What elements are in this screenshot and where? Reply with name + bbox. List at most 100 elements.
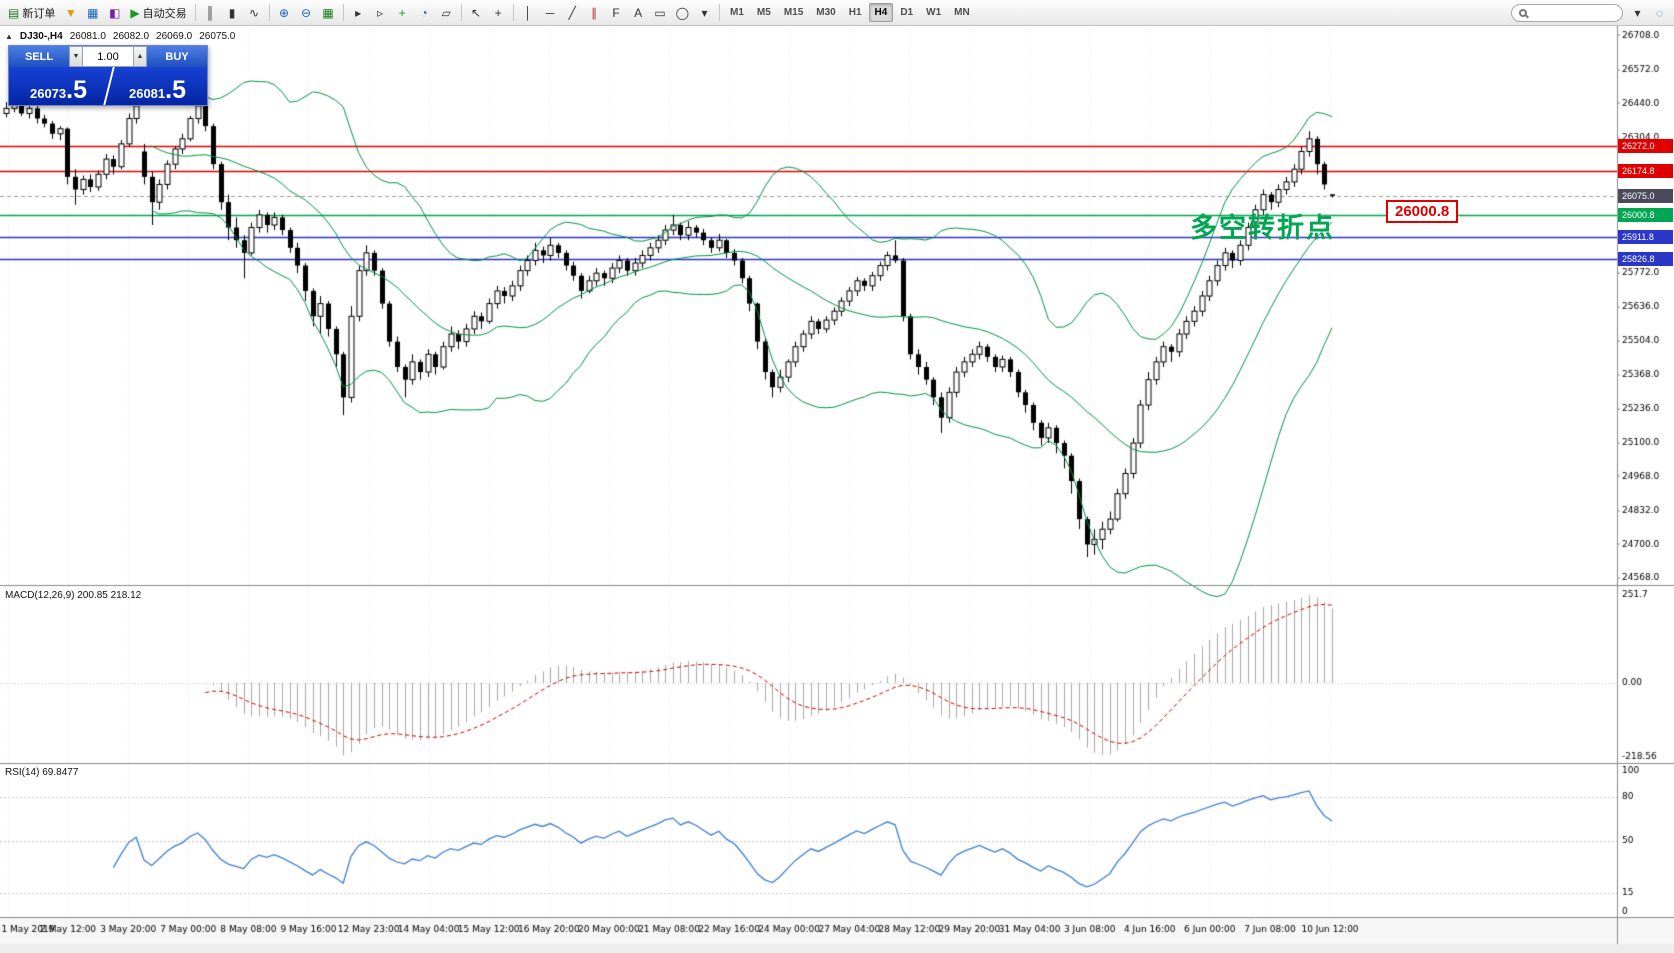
volume-input[interactable] [83,46,133,67]
support-upper-price-tag: 25911.8 [1618,230,1673,245]
zoom-out-button[interactable]: ⊖ [296,3,317,23]
buy-button[interactable]: BUY [147,46,207,67]
search-input[interactable] [1532,7,1615,18]
data-window-button[interactable]: ▼ [60,3,81,23]
toolbar-separator [719,4,721,21]
horizontal-line-button[interactable]: ─ [540,3,561,23]
channel-button[interactable]: ∥ [584,3,605,23]
arrows-dropdown-icon: ▾ [701,5,708,20]
ohlc-high: 26082.0 [112,31,150,42]
trendline-button[interactable]: ╱ [562,3,583,23]
macd-indicator-label: MACD(12,26,9) 200.85 218.12 [5,590,142,601]
templates-icon: ▱ [441,5,451,20]
price-chart-canvas[interactable] [0,26,1674,953]
market-watch-button[interactable]: ▦ [82,3,103,23]
symbol-info: ▲ DJ30-,H4 26081.0 26082.0 26069.0 26075… [5,31,235,42]
shapes-button[interactable]: ◯ [672,3,693,23]
timeframe-button-h1[interactable]: H1 [848,7,862,18]
auto-trading-icon: ▶ [130,5,140,20]
timeframe-button-h4[interactable]: H4 [868,3,894,22]
fibonacci-icon: F [612,5,620,20]
chart-shift-button[interactable]: ▹ [370,3,391,23]
timeframe-button-m1[interactable]: M1 [730,7,744,18]
toolbar-separator [268,4,270,21]
channel-icon: ∥ [591,5,598,20]
timeframe-button-w1[interactable]: W1 [926,7,942,18]
indicators-icon: + [398,5,406,20]
timeframe-button-m30[interactable]: M30 [816,7,836,18]
fibonacci-button[interactable]: F [606,3,627,23]
sell-price[interactable]: 26073.5 [9,67,108,105]
search-go-button[interactable]: ▾ [1627,3,1648,23]
crosshair-button[interactable]: + [488,3,509,23]
text-button[interactable]: A [628,3,649,23]
new-order-button[interactable]: ▤ 新订单 [4,3,59,23]
support-lower-price-tag: 25826.8 [1618,251,1673,266]
bar-chart-icon: ║ [205,5,215,20]
timeframe-button-m15[interactable]: M15 [783,7,804,18]
toolbar-separator [460,4,462,21]
zoom-out-icon: ⊖ [301,5,312,20]
line-chart-icon: ∿ [249,5,260,20]
text-icon: A [634,5,643,20]
text-label-button[interactable]: ▭ [650,3,671,23]
buy-price-big: .5 [165,76,186,104]
rsi-indicator-label: RSI(14) 69.8477 [5,767,79,778]
arrows-dropdown-button[interactable]: ▾ [694,3,715,23]
vertical-line-button[interactable]: │ [518,3,539,23]
main-toolbar: ▤ 新订单 ▼ ▦ ◧ ▶ 自动交易 ║ ▮ ∿ ⊕ ⊖ ▦ ▸ ▹ + ◔ ▱ ↖ + │ ─ ╱ ∥ F A ▭ ◯ ▾ M1 M5 M1… [0,0,1674,26]
tile-windows-icon: ▦ [322,5,334,20]
chart-annotation-text: 多空转折点 [1190,213,1335,243]
toolbar-separator [512,4,514,21]
new-order-button-label: 新订单 [22,7,56,20]
symbol-name: DJ30-,H4 [19,31,63,42]
sell-price-big: .5 [66,76,87,104]
price-callout-box: 26000.8 [1386,200,1459,223]
zoom-in-button[interactable]: ⊕ [274,3,295,23]
resistance-lower-price-tag: 26174.8 [1618,163,1673,178]
bar-chart-button[interactable]: ║ [200,3,221,23]
timeframe-button-mn[interactable]: MN [954,7,970,18]
templates-button[interactable]: ▱ [436,3,457,23]
data-window-icon: ▼ [64,5,77,20]
navigator-button[interactable]: ◧ [104,3,125,23]
search-go-icon: ▾ [1634,5,1641,20]
tile-windows-button[interactable]: ▦ [318,3,339,23]
volume-increase-button[interactable]: ▲ [133,46,147,67]
one-click-trading-panel: SELL ▼ ▲ BUY 26073.5 26081.5 [8,45,208,106]
crosshair-icon: + [494,5,502,20]
timeframe-button-m5[interactable]: M5 [756,7,771,18]
cursor-button[interactable]: ↖ [466,3,487,23]
resistance-upper-price-tag: 26272.0 [1618,138,1673,153]
periods-button[interactable]: ◔ [414,3,435,23]
toolbar-separator [194,4,196,21]
vertical-line-icon: │ [524,5,532,20]
volume-decrease-button[interactable]: ▼ [69,46,83,67]
timeframe-button-d1[interactable]: D1 [900,7,914,18]
current-price-price-tag: 26075.0 [1618,188,1673,203]
auto-scroll-button[interactable]: ▸ [348,3,369,23]
market-watch-icon: ▦ [87,5,99,20]
ohlc-open: 26081.0 [69,31,106,42]
help-button[interactable]: ◌ [1649,3,1670,23]
sell-price-small: 26073 [29,86,67,101]
text-label-icon: ▭ [654,5,666,20]
line-chart-button[interactable]: ∿ [244,3,265,23]
zoom-in-icon: ⊕ [279,5,290,20]
navigator-icon: ◧ [109,5,121,20]
sell-button[interactable]: SELL [9,46,69,67]
new-order-icon: ▤ [8,5,20,20]
pivot-price-tag: 26000.8 [1618,207,1673,222]
symbol-search-box [1511,3,1623,22]
collapse-trade-panel-icon[interactable]: ▲ [5,32,13,41]
buy-price[interactable]: 26081.5 [108,67,207,105]
candlestick-chart-button[interactable]: ▮ [222,3,243,23]
shapes-icon: ◯ [675,5,690,20]
cursor-icon: ↖ [471,5,482,20]
horizontal-line-icon: ─ [545,5,555,20]
trendline-icon: ╱ [568,5,576,20]
auto-trading-button[interactable]: ▶ 自动交易 [126,3,190,23]
indicators-button[interactable]: + [392,3,413,23]
toolbar-separator [342,4,344,21]
